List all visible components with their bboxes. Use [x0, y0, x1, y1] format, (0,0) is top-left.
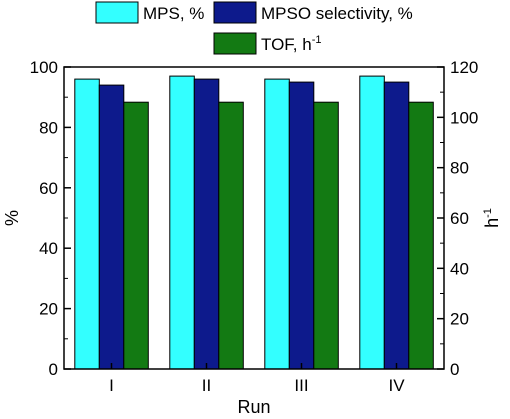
- y-left-tick-label: 40: [39, 239, 58, 258]
- y-right-tick-label: 20: [450, 310, 469, 329]
- y-axis-title-right-base: h: [482, 218, 502, 228]
- legend-swatch-mpso-selectivity: [213, 1, 257, 24]
- legend-swatch-tof: [213, 32, 257, 55]
- legend: MPS, % MPSO selectivity, % TOF, h-1: [95, 1, 413, 55]
- bar-2-I: [98, 84, 125, 370]
- x-tick-label: I: [109, 376, 114, 395]
- bars-group: [74, 75, 434, 370]
- legend-label-tof: TOF, h-1: [261, 34, 321, 54]
- legend-label-mps: MPS, %: [143, 4, 204, 23]
- legend-swatch-mps: [95, 1, 139, 24]
- x-tick-label: III: [294, 376, 308, 395]
- legend-label-tof-sup: -1: [312, 34, 322, 46]
- x-tick-label: IV: [388, 376, 405, 395]
- y-axis-title-right: h-1: [482, 208, 502, 228]
- y-right-tick-label: 40: [450, 259, 469, 278]
- x-tick-label: II: [202, 376, 211, 395]
- y-right-tick-label: 120: [450, 58, 478, 77]
- y-right-tick-label: 0: [450, 360, 459, 379]
- y-left-tick-label: 20: [39, 300, 58, 319]
- y-left-tick-label: 60: [39, 179, 58, 198]
- bar-1-III: [264, 78, 290, 370]
- bar-3-II: [218, 101, 244, 370]
- x-axis-title: Run: [237, 397, 270, 417]
- bar-2-II: [193, 78, 220, 370]
- bar-3-III: [313, 101, 339, 370]
- y-right-tick-label: 100: [450, 108, 478, 127]
- legend-label-tof-base: TOF, h: [261, 35, 312, 54]
- bar-3-IV: [408, 101, 434, 370]
- y-right-tick-label: 80: [450, 159, 469, 178]
- y-axis-title-left: %: [2, 210, 22, 226]
- bar-2-III: [288, 81, 315, 370]
- y-left-tick-label: 0: [49, 360, 58, 379]
- bar-1-IV: [359, 75, 385, 370]
- bar-1-I: [74, 78, 100, 370]
- bar-1-II: [169, 75, 195, 370]
- y-axis-title-right-sup: -1: [482, 208, 494, 218]
- legend-label-mpso-selectivity: MPSO selectivity, %: [261, 4, 413, 23]
- y-left-tick-label: 100: [30, 58, 58, 77]
- bar-3-I: [123, 101, 149, 370]
- y-right-tick-label: 60: [450, 209, 469, 228]
- bar-2-IV: [383, 81, 410, 370]
- y-left-tick-label: 80: [39, 118, 58, 137]
